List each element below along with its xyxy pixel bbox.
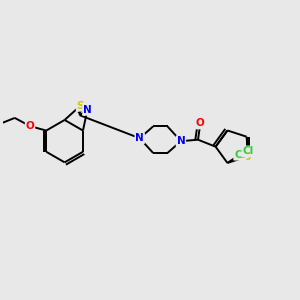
Text: S: S (76, 101, 84, 111)
Text: Cl: Cl (242, 146, 253, 156)
Text: O: O (26, 121, 34, 131)
Text: N: N (176, 136, 185, 146)
Text: N: N (83, 105, 92, 115)
Text: S: S (243, 152, 250, 162)
Text: N: N (135, 133, 144, 143)
Text: O: O (196, 118, 205, 128)
Text: Cl: Cl (234, 150, 245, 160)
